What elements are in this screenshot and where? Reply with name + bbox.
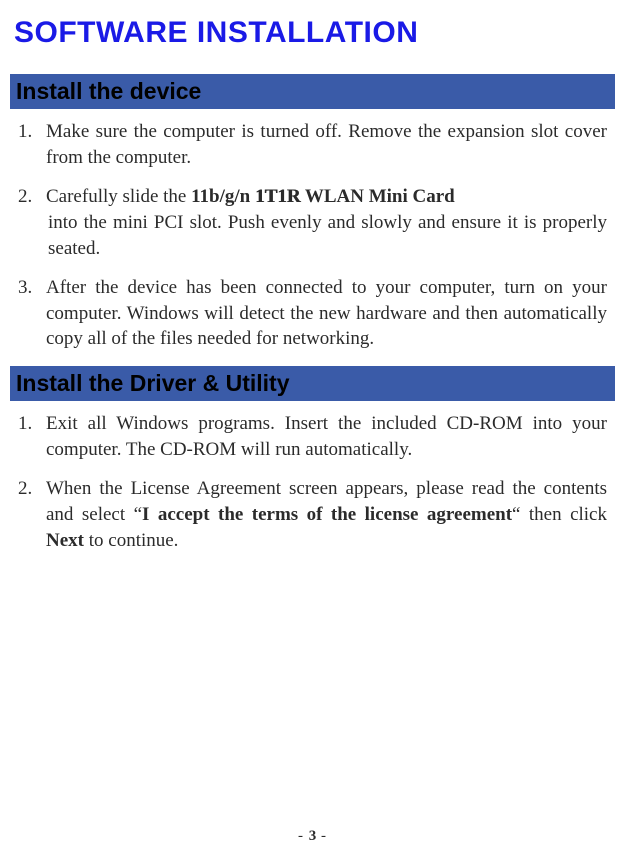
page-title: SOFTWARE INSTALLATION — [14, 16, 611, 50]
page-number-prefix: - — [298, 828, 309, 844]
sections-container: Install the device1.Make sure the comput… — [14, 74, 611, 553]
text-segment: into the mini PCI slot. Push evenly and … — [48, 212, 607, 259]
section-heading-bar: Install the Driver & Utility — [10, 366, 615, 401]
section-heading: Install the Driver & Utility — [16, 370, 290, 396]
text-segment: Make sure the computer is turned off. Re… — [46, 121, 607, 168]
list-number: 3. — [18, 275, 46, 352]
text-segment: 1T1R — [255, 186, 300, 207]
text-segment: Carefully slide the — [46, 186, 191, 207]
section-heading: Install the device — [16, 78, 201, 104]
list-number: 2. — [18, 184, 46, 261]
text-segment: Next — [46, 530, 84, 551]
page-number-suffix: - — [316, 828, 327, 844]
text-segment: Exit all Windows programs. Insert the in… — [46, 413, 607, 460]
list-item: 3.After the device has been connected to… — [18, 275, 607, 352]
text-segment: 11b/g/n — [191, 186, 255, 207]
section-content: 1.Make sure the computer is turned off. … — [14, 119, 611, 352]
section-heading-bar: Install the device — [10, 74, 615, 109]
list-text: Make sure the computer is turned off. Re… — [46, 119, 607, 170]
list-number: 2. — [18, 476, 46, 553]
list-item: 2.When the License Agreement screen appe… — [18, 476, 607, 553]
text-segment: After the device has been connected to y… — [46, 277, 607, 349]
list-number: 1. — [18, 119, 46, 170]
list-text-line: Carefully slide the 11b/g/n 1T1R WLAN Mi… — [46, 184, 607, 210]
text-segment: to continue. — [84, 530, 178, 551]
list-text: Carefully slide the 11b/g/n 1T1R WLAN Mi… — [46, 184, 607, 261]
list-item: 2.Carefully slide the 11b/g/n 1T1R WLAN … — [18, 184, 607, 261]
page-number: - 3 - — [0, 828, 625, 845]
section-content: 1.Exit all Windows programs. Insert the … — [14, 411, 611, 553]
list-item: 1.Make sure the computer is turned off. … — [18, 119, 607, 170]
list-text: When the License Agreement screen appear… — [46, 476, 607, 553]
list-item: 1.Exit all Windows programs. Insert the … — [18, 411, 607, 462]
list-text: Exit all Windows programs. Insert the in… — [46, 411, 607, 462]
text-segment: WLAN Mini Card — [300, 186, 454, 207]
list-number: 1. — [18, 411, 46, 462]
list-text-line: into the mini PCI slot. Push evenly and … — [46, 210, 607, 261]
text-segment: “ then click — [512, 504, 607, 525]
list-text: After the device has been connected to y… — [46, 275, 607, 352]
text-segment: I accept the terms of the license agreem… — [142, 504, 512, 525]
